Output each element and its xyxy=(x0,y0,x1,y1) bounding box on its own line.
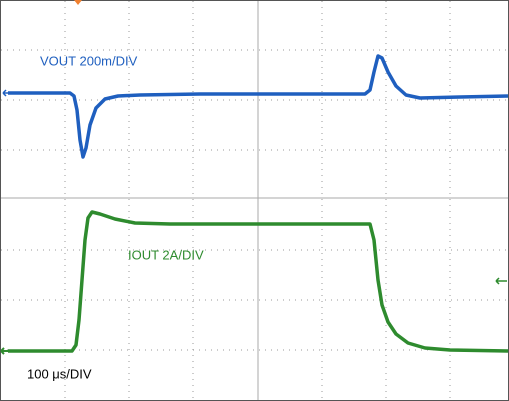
vout-trace xyxy=(8,54,509,159)
iout-label: IOUT 2A/DIV xyxy=(128,247,204,262)
trigger-level-marker xyxy=(495,277,507,285)
timebase-label: 100 μs/DIV xyxy=(27,366,92,381)
trigger-marker xyxy=(74,0,82,5)
vout-label: VOUT 200m/DIV xyxy=(40,53,138,68)
iout-trace xyxy=(8,210,509,353)
